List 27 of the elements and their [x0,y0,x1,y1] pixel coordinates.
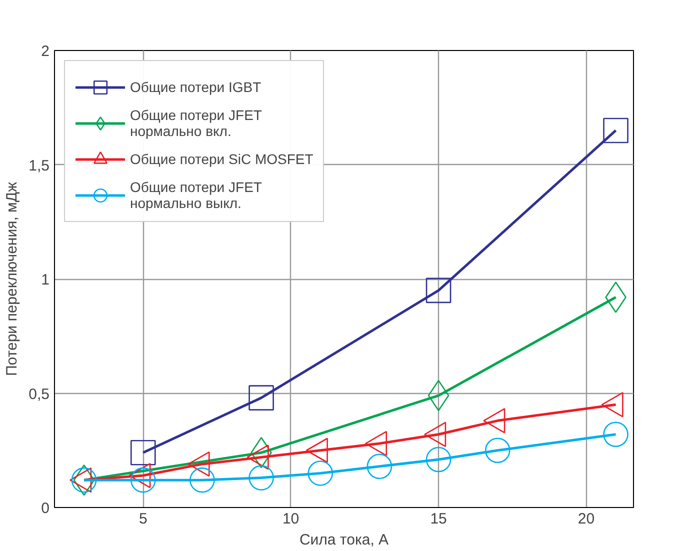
x-tick-label: 15 [430,510,447,528]
x-axis-title: Сила тока, А [299,532,389,548]
y-tick-label: 1 [41,272,50,288]
point [426,446,452,472]
y-axis-title: Потери переключения, мДж [4,182,21,376]
point [426,278,452,304]
point [603,118,628,144]
point [190,467,215,493]
legend-label: Общие потери JFET нормально вкл. [130,107,262,139]
point [484,438,510,463]
point [603,422,628,448]
x-tick-label: 5 [138,510,148,528]
x-tick-label: 10 [282,510,300,528]
point [130,440,156,466]
x-tick-label: 20 [578,510,595,528]
point [366,454,392,479]
y-tick-label: 1,5 [28,157,50,174]
y-tick-label: 0 [41,500,50,517]
point [248,465,274,490]
point [248,385,274,410]
legend-label: Общие потери JFET нормально выкл. [130,179,262,211]
legend-label: Общие потери IGBT [130,78,262,97]
y-tick-label: 2 [41,43,50,60]
point [308,460,334,486]
y-tick-label: 0,5 [28,386,50,403]
legend-label: Общие потери SiC MOSFET [130,150,314,169]
point [130,467,156,493]
